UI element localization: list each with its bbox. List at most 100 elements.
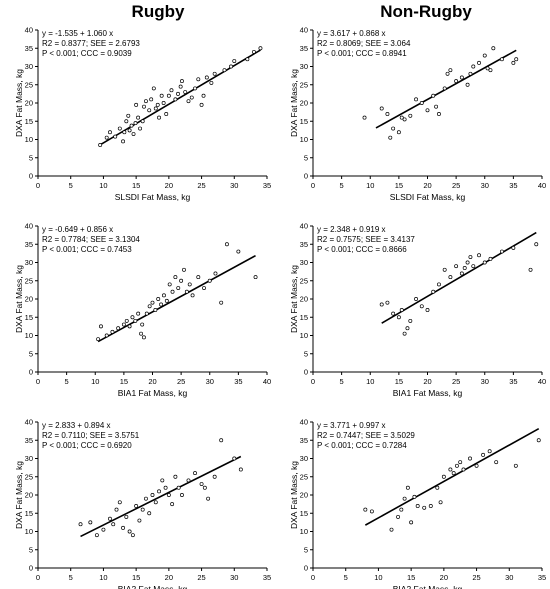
data-point <box>419 101 424 105</box>
data-point <box>396 315 401 320</box>
data-point <box>117 126 122 131</box>
x-tick-label: 20 <box>165 573 173 582</box>
data-point <box>471 64 476 69</box>
data-point <box>363 507 368 512</box>
data-point <box>442 86 447 91</box>
x-tick-label: 15 <box>395 181 403 190</box>
x-tick-label: 20 <box>423 181 431 190</box>
data-point <box>238 467 243 472</box>
data-point <box>178 84 183 89</box>
data-point <box>385 300 390 305</box>
data-point <box>121 525 126 530</box>
data-point <box>136 115 141 120</box>
data-point <box>169 88 174 93</box>
x-tick-label: 0 <box>36 181 40 190</box>
x-tick-label: 25 <box>197 181 205 190</box>
y-tick-label: 25 <box>25 276 33 285</box>
data-point <box>144 311 149 316</box>
data-point <box>511 60 516 65</box>
x-tick-label: 0 <box>36 573 40 582</box>
data-point <box>121 139 126 144</box>
data-point <box>157 489 161 494</box>
data-point <box>435 485 440 490</box>
data-point <box>147 511 152 516</box>
data-point <box>190 293 195 298</box>
data-point <box>431 93 436 98</box>
data-point <box>134 102 139 107</box>
data-point <box>122 130 127 135</box>
data-point <box>144 496 148 501</box>
data-point <box>130 315 135 320</box>
data-point <box>405 326 410 331</box>
data-point <box>379 302 384 307</box>
data-point <box>164 111 169 116</box>
x-tick-label: 20 <box>148 377 156 386</box>
data-point <box>482 260 487 265</box>
data-point <box>147 304 152 309</box>
data-point <box>101 527 106 532</box>
x-tick-label: 10 <box>99 181 107 190</box>
y-axis-label: DXA Fat Mass, kg <box>289 461 299 529</box>
y-tick-label: 0 <box>304 564 308 573</box>
data-point <box>207 278 212 283</box>
data-point <box>202 286 206 291</box>
x-tick-label: 15 <box>132 181 140 190</box>
stats-annotation-line: y = 3.617 + 0.868 x <box>317 29 386 38</box>
data-point <box>110 329 115 334</box>
data-point <box>88 520 93 525</box>
regression-line <box>80 455 242 538</box>
data-point <box>441 474 446 479</box>
x-tick-label: 15 <box>120 377 128 386</box>
data-point <box>224 242 229 247</box>
data-point <box>458 460 463 465</box>
y-tick-label: 20 <box>25 99 33 108</box>
y-tick-label: 25 <box>300 80 308 89</box>
stats-annotation-line: R2 = 0.7447; SEE = 3.5029 <box>317 431 415 440</box>
data-point <box>126 113 131 118</box>
data-point <box>438 500 443 505</box>
y-tick-label: 40 <box>25 418 33 427</box>
x-axis-label: SLSDI Fat Mass, kg <box>390 192 466 202</box>
data-point <box>448 467 453 472</box>
x-tick-label: 5 <box>69 573 73 582</box>
data-point <box>196 77 201 82</box>
data-point <box>183 90 188 95</box>
stats-annotation-line: y = 3.771 + 0.997 x <box>317 421 386 430</box>
y-tick-label: 10 <box>300 135 308 144</box>
y-tick-label: 20 <box>300 295 308 304</box>
x-tick-label: 0 <box>36 377 40 386</box>
data-point <box>222 68 227 73</box>
y-tick-label: 0 <box>304 368 308 377</box>
data-point <box>108 130 112 135</box>
data-point <box>425 307 430 312</box>
y-tick-label: 40 <box>300 222 308 231</box>
data-point <box>108 516 112 521</box>
data-point <box>436 282 441 287</box>
x-tick-label: 25 <box>452 181 460 190</box>
y-tick-label: 15 <box>300 117 308 126</box>
data-point <box>408 318 413 323</box>
data-point <box>176 91 180 96</box>
data-point <box>513 463 518 468</box>
data-point <box>485 66 490 71</box>
y-tick-label: 5 <box>304 349 308 358</box>
scatter-panel-nonrugby-slsdi: 0 5 10 15 20 25 30 35 40 0 5 10 15 20 25 30 35 40 SLSDI Fa… <box>289 26 546 203</box>
data-point <box>431 289 436 294</box>
regression-line <box>364 427 540 526</box>
data-point <box>465 260 470 265</box>
y-axis-label: DXA Fat Mass, kg <box>289 265 299 333</box>
data-point <box>124 318 129 323</box>
data-point <box>499 57 504 62</box>
data-point <box>155 102 160 107</box>
data-point <box>415 503 420 508</box>
data-point <box>138 126 143 131</box>
data-point <box>189 95 194 100</box>
data-point <box>465 82 470 87</box>
data-point <box>474 463 479 468</box>
data-point <box>141 335 146 340</box>
x-tick-label: 40 <box>538 181 546 190</box>
y-tick-label: 35 <box>25 44 33 53</box>
y-tick-label: 30 <box>300 258 308 267</box>
data-point <box>133 121 138 126</box>
x-tick-label: 30 <box>230 573 238 582</box>
